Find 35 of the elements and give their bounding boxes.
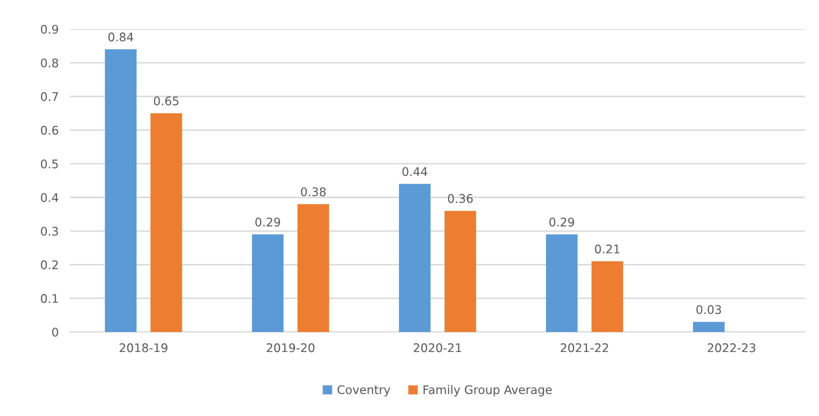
bar [150,113,182,332]
data-label: 0.21 [594,244,620,254]
bar [104,49,137,332]
y-tick-label: 0.1 [40,294,58,303]
bar [546,234,578,332]
x-tick-label: 2018-19 [120,343,168,352]
x-tick-label: 2022-23 [708,343,756,352]
bar [692,322,725,332]
x-tick-label: 2021-22 [560,343,608,352]
x-tick-label: 2019-20 [266,343,314,352]
legend-label: Family Group Average [424,384,552,396]
data-label: 0.36 [448,194,473,203]
data-label: 0.65 [154,96,178,106]
bar [398,184,431,332]
bar [252,234,284,332]
y-tick-label: 0.4 [40,193,58,202]
data-label: 0.84 [108,32,134,42]
bar [298,204,330,332]
data-label: 0.29 [255,218,280,227]
data-label: 0.29 [549,218,574,227]
y-tick-label: 0.5 [40,159,58,168]
y-tick-label: 0 [52,328,58,337]
data-label: 0.44 [402,167,428,176]
data-label: 0.03 [696,305,721,314]
legend-label: Coventry [338,385,390,396]
y-tick-label: 0.7 [40,92,58,102]
data-label: 0.38 [300,187,326,196]
y-tick-label: 0.8 [40,58,58,68]
y-tick-label: 0.2 [40,260,58,270]
x-tick-label: 2020-21 [414,343,462,352]
bar [444,210,476,332]
y-tick-label: 0.6 [40,126,58,135]
y-tick-label: 0.3 [40,226,58,236]
y-tick-label: 0.9 [40,24,58,34]
bar [592,261,624,332]
